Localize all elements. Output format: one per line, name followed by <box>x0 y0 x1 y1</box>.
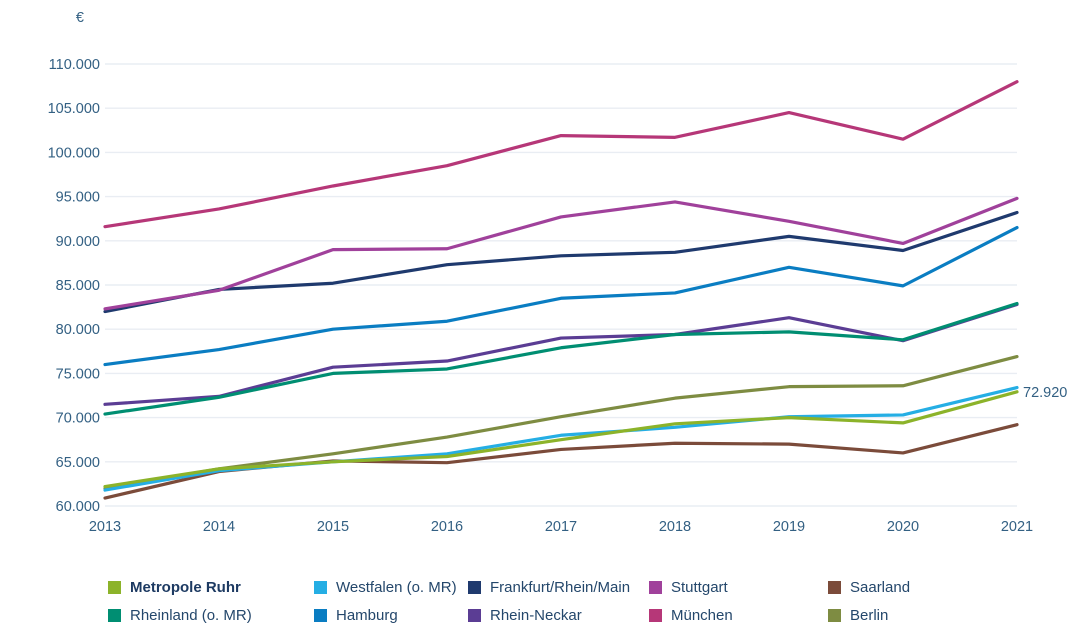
legend-swatch-westfalen-o-mr <box>314 581 327 594</box>
series-line-stuttgart <box>103 196 1019 311</box>
line-chart: €110.000 105.000 100.000 95.000 90.000 85.000… <box>48 10 1068 535</box>
series-line-m-nchen <box>103 80 1019 229</box>
legend-item-rheinland-o-mr: Rheinland (o. MR) <box>108 608 314 623</box>
y-axis-unit-label: € <box>76 10 84 26</box>
x-tick-label: 2015 <box>317 519 349 535</box>
legend-swatch-rheinland-o-mr <box>108 609 121 622</box>
legend-label: Hamburg <box>336 607 398 624</box>
x-tick-label: 2013 <box>89 519 121 535</box>
legend-label: Stuttgart <box>671 579 728 596</box>
legend-label: Frankfurt/Rhein/Main <box>490 579 631 596</box>
legend-label: Westfalen (o. MR) <box>336 579 457 596</box>
legend-label: Saarland <box>850 579 911 596</box>
legend-item-saarland: Saarland <box>828 580 1080 595</box>
legend-swatch-saarland <box>828 581 841 594</box>
y-tick-label: 110.000 <box>49 57 100 73</box>
series-line-hamburg <box>103 225 1019 367</box>
x-tick-label: 2021 <box>1001 519 1033 535</box>
legend-swatch-m-nchen <box>649 609 662 622</box>
legend-item-westfalen-o-mr: Westfalen (o. MR) <box>314 580 468 595</box>
y-tick-label: 80.000 <box>56 322 100 338</box>
series-line-berlin <box>103 355 1019 490</box>
legend-item-hamburg: Hamburg <box>314 608 468 623</box>
legend-swatch-metropole-ruhr <box>108 581 121 594</box>
legend-swatch-frankfurt-rhein-main <box>468 581 481 594</box>
legend-item-stuttgart: Stuttgart <box>649 580 828 595</box>
y-tick-label: 65.000 <box>56 455 100 471</box>
legend-item-metropole-ruhr: Metropole Ruhr <box>108 580 314 595</box>
x-tick-label: 2014 <box>203 519 235 535</box>
legend-item-rhein-neckar: Rhein-Neckar <box>468 608 649 623</box>
y-tick-label: 70.000 <box>56 411 100 427</box>
y-tick-label: 90.000 <box>56 234 100 250</box>
legend-swatch-hamburg <box>314 609 327 622</box>
legend-label: Metropole Ruhr <box>130 579 241 596</box>
legend-swatch-rhein-neckar <box>468 609 481 622</box>
value-label: 72.920 <box>1023 385 1067 401</box>
legend-label: Rheinland (o. MR) <box>130 607 252 624</box>
series-line-metropole-ruhr <box>103 390 1019 489</box>
series-line-rheinland-o-mr <box>103 301 1019 416</box>
y-tick-label: 60.000 <box>56 499 100 515</box>
legend-label: Rhein-Neckar <box>490 607 582 624</box>
x-tick-label: 2019 <box>773 519 805 535</box>
y-tick-label: 75.000 <box>56 366 100 382</box>
chart-legend: Metropole Ruhr Westfalen (o. MR) Frankfurt… <box>0 580 1080 623</box>
legend-swatch-berlin <box>828 609 841 622</box>
legend-item-frankfurt-rhein-main: Frankfurt/Rhein/Main <box>468 580 649 595</box>
y-tick-label: 105.000 <box>48 101 100 117</box>
y-tick-label: 100.000 <box>48 145 100 161</box>
x-tick-label: 2016 <box>431 519 463 535</box>
legend-swatch-stuttgart <box>649 581 662 594</box>
series-line-frankfurt-rhein-main <box>103 210 1019 314</box>
legend-label: München <box>671 607 733 624</box>
legend-label: Berlin <box>850 607 889 624</box>
x-tick-label: 2020 <box>887 519 919 535</box>
series-line-rhein-neckar <box>103 302 1019 406</box>
y-tick-label: 85.000 <box>56 278 100 294</box>
legend-item-m-nchen: München <box>649 608 828 623</box>
x-tick-label: 2018 <box>659 519 691 535</box>
x-tick-label: 2017 <box>545 519 577 535</box>
y-tick-label: 95.000 <box>56 190 100 206</box>
legend-item-berlin: Berlin <box>828 608 1080 623</box>
